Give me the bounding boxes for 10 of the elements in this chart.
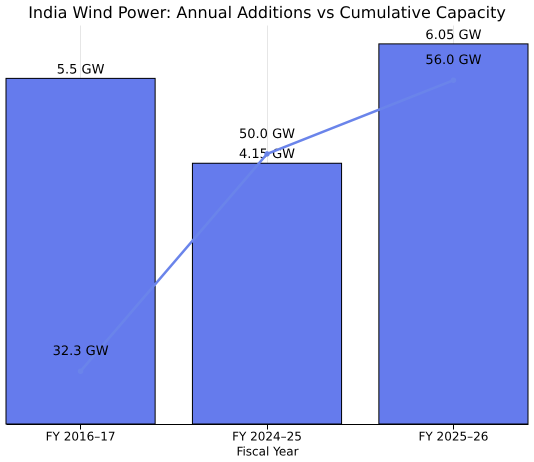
x-tick-label: FY 2025–26 bbox=[418, 430, 488, 444]
x-tick-label: FY 2024–25 bbox=[232, 430, 302, 444]
data-label: 50.0 GW bbox=[238, 126, 296, 142]
data-label: 56.0 GW bbox=[425, 53, 482, 68]
data-label: 6.05 GW bbox=[425, 28, 482, 43]
chart-title: India Wind Power: Annual Additions vs Cumulative Capacity bbox=[28, 3, 506, 22]
data-label: 32.3 GW bbox=[52, 344, 109, 360]
x-axis-title: Fiscal Year bbox=[236, 444, 299, 458]
data-label: 5.5 GW bbox=[56, 62, 105, 78]
x-tick-label: FY 2016–17 bbox=[46, 430, 116, 444]
